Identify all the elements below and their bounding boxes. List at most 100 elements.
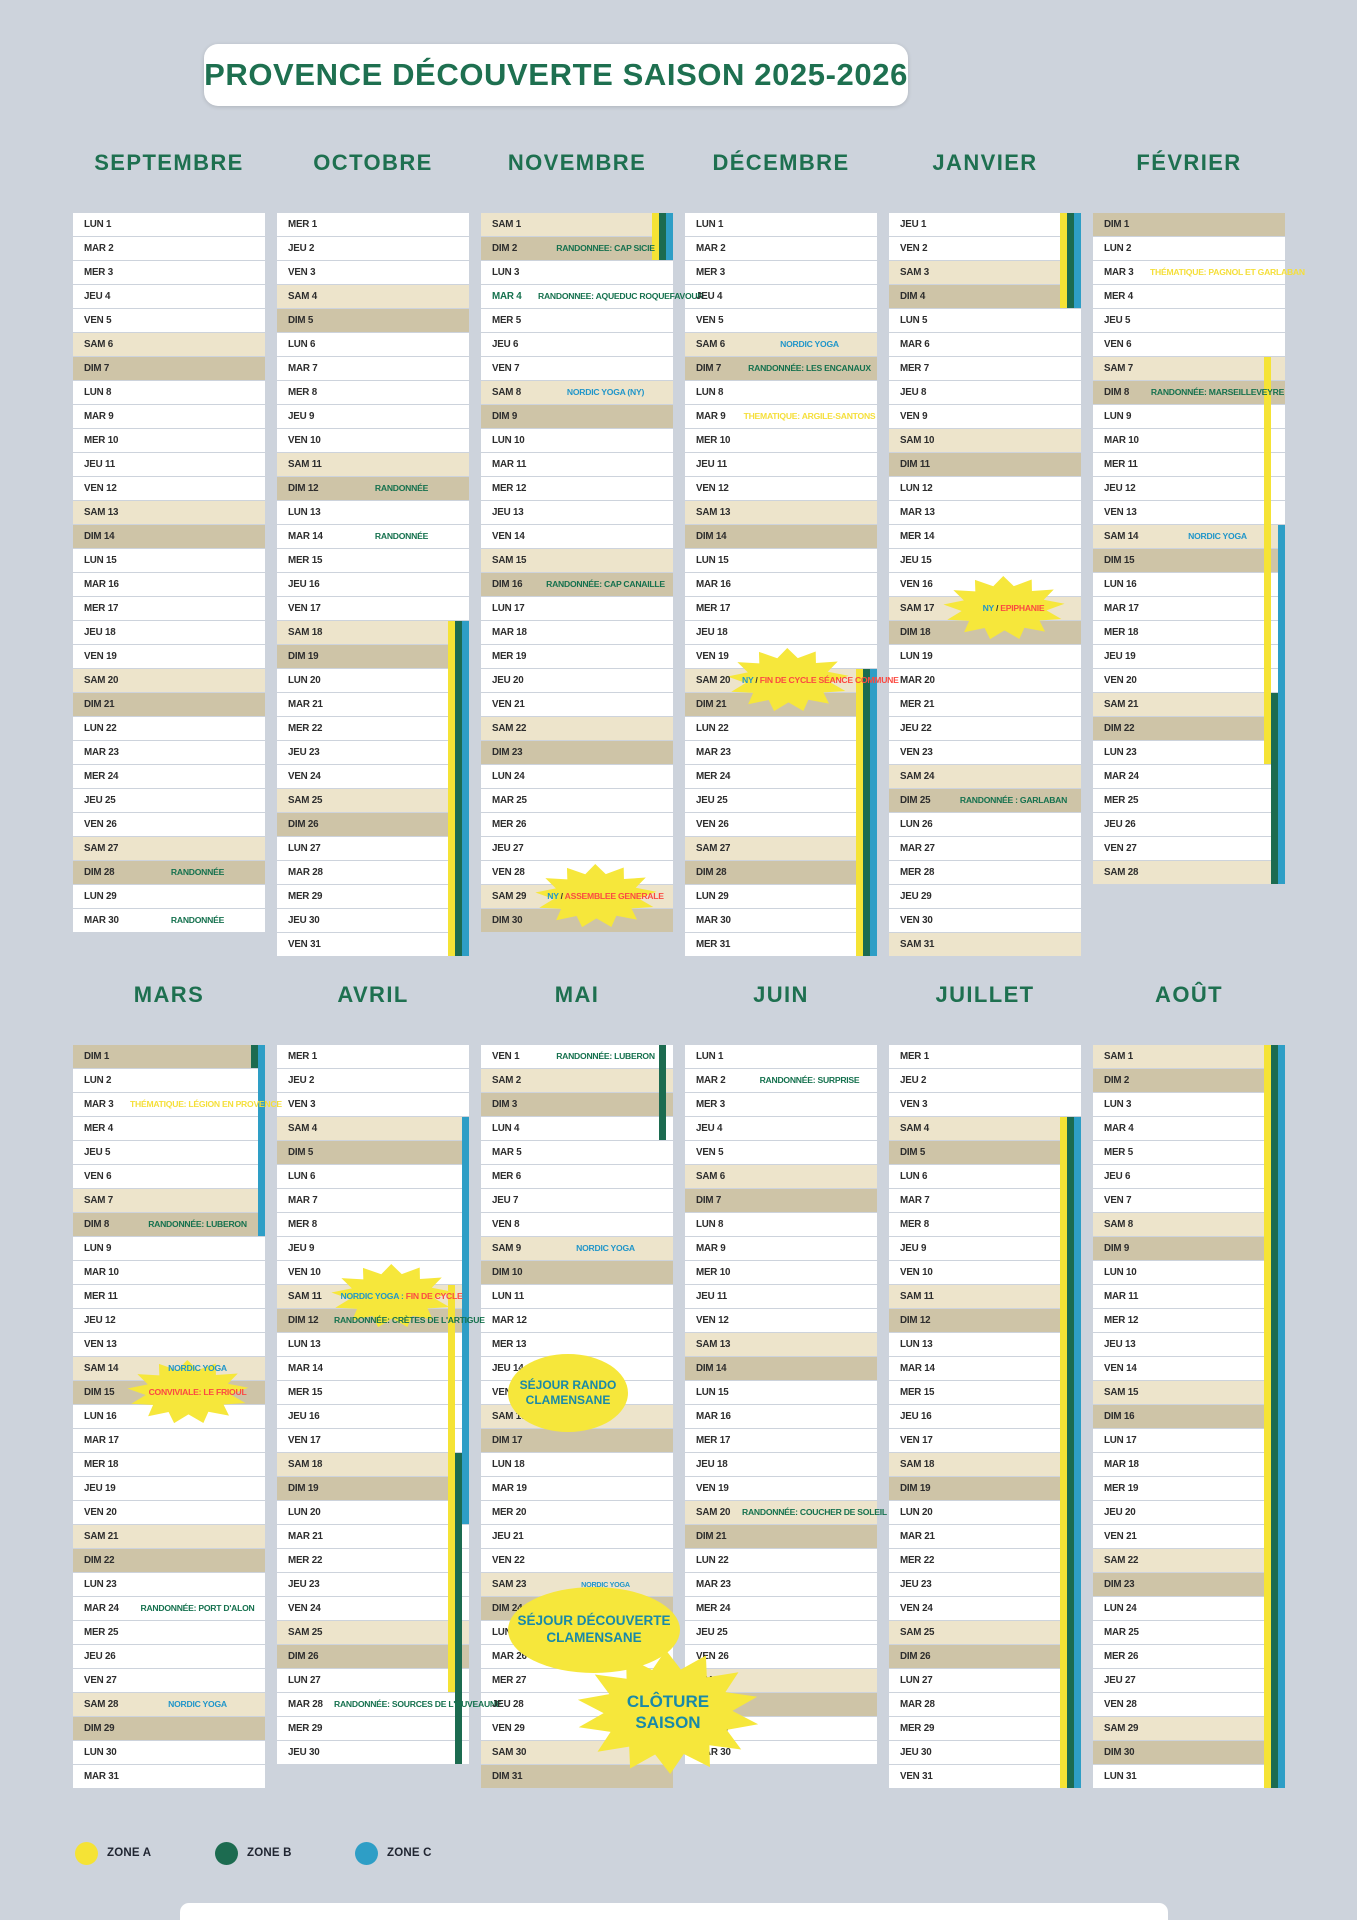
day-row-novembre-16: DIM 16 RANDONNÉE: CAP CANAILLE xyxy=(481,573,673,596)
day-label: SAM 18 xyxy=(288,1458,323,1470)
day-label: DIM 23 xyxy=(1104,1578,1135,1590)
zone-b-stripe-octobre xyxy=(455,621,462,956)
day-row-juin-25: JEU 25 xyxy=(685,1621,877,1644)
day-row-fevrier-4: MER 4 xyxy=(1093,285,1285,308)
day-row-juillet-15: MER 15 xyxy=(889,1381,1081,1404)
day-label: VEN 12 xyxy=(84,482,117,494)
day-row-novembre-23: DIM 23 xyxy=(481,741,673,764)
day-label: VEN 6 xyxy=(84,1170,112,1182)
day-label: JEU 9 xyxy=(288,410,315,422)
day-row-fevrier-1: DIM 1 xyxy=(1093,213,1285,236)
day-label: VEN 3 xyxy=(288,266,316,278)
zone-c-stripe-aout xyxy=(1278,1045,1285,1788)
day-row-aout-2: DIM 2 xyxy=(1093,1069,1285,1092)
day-row-juillet-22: MER 22 xyxy=(889,1549,1081,1572)
day-row-decembre-10: MER 10 xyxy=(685,429,877,452)
day-label: VEN 3 xyxy=(900,1098,928,1110)
day-label: JEU 16 xyxy=(900,1410,932,1422)
day-label: VEN 10 xyxy=(900,1266,933,1278)
day-label: MAR 21 xyxy=(900,1530,935,1542)
day-label: MER 5 xyxy=(492,314,521,326)
month-header-mai: MAI xyxy=(554,982,600,1007)
day-label: LUN 5 xyxy=(900,314,928,326)
day-row-octobre-27: LUN 27 xyxy=(277,837,469,860)
event-starburst-decembre-20 xyxy=(727,648,849,712)
event-segment: RANDONNÉE xyxy=(374,531,429,542)
day-label: DIM 4 xyxy=(900,290,926,302)
zone-b-stripe-avril xyxy=(455,1453,462,1764)
day-label: LUN 9 xyxy=(1104,410,1132,422)
day-row-juillet-24: VEN 24 xyxy=(889,1597,1081,1620)
day-label: MAR 5 xyxy=(492,1146,522,1158)
day-label: DIM 1 xyxy=(84,1050,110,1062)
day-label: DIM 21 xyxy=(696,698,727,710)
day-label: DIM 23 xyxy=(492,746,523,758)
day-row-aout-30: DIM 30 xyxy=(1093,1741,1285,1764)
day-label: JEU 11 xyxy=(696,1290,727,1302)
day-row-octobre-25: SAM 25 xyxy=(277,789,469,812)
day-label: JEU 22 xyxy=(900,722,932,734)
day-row-mars-24: MAR 24 RANDONNÉE: PORT D'ALON xyxy=(73,1597,265,1620)
day-label: SAM 21 xyxy=(1104,698,1139,710)
day-event: NY / FIN DE CYCLE SÉANCE COMMUNE xyxy=(742,675,899,685)
day-row-janvier-22: JEU 22 xyxy=(889,717,1081,740)
event-segment: RANDONNEE: AQUEDUC ROQUEFAVOUR xyxy=(538,291,704,302)
day-row-janvier-23: VEN 23 xyxy=(889,741,1081,764)
day-label: DIM 10 xyxy=(492,1266,523,1278)
day-row-septembre-4: JEU 4 xyxy=(73,285,265,308)
day-label: JEU 9 xyxy=(900,1242,927,1254)
day-label: VEN 2 xyxy=(900,242,928,254)
day-label: DIM 19 xyxy=(288,1482,319,1494)
day-label: VEN 16 xyxy=(900,578,933,590)
day-row-juillet-23: JEU 23 xyxy=(889,1573,1081,1596)
day-label: SAM 4 xyxy=(900,1122,929,1134)
day-label: MER 8 xyxy=(288,1218,317,1230)
day-label: MER 17 xyxy=(696,1434,731,1446)
day-label: VEN 24 xyxy=(288,770,321,782)
stay-oval-0: SÉJOUR RANDO CLAMENSANE xyxy=(508,1354,628,1432)
day-row-aout-1: SAM 1 xyxy=(1093,1045,1285,1068)
day-row-decembre-31: MER 31 xyxy=(685,933,877,956)
day-label: MER 5 xyxy=(1104,1146,1133,1158)
day-row-janvier-3: SAM 3 xyxy=(889,261,1081,284)
day-label: VEN 17 xyxy=(288,602,321,614)
day-label: LUN 9 xyxy=(84,1242,112,1254)
day-row-octobre-19: DIM 19 xyxy=(277,645,469,668)
day-label: MER 28 xyxy=(900,866,935,878)
day-row-janvier-5: LUN 5 xyxy=(889,309,1081,332)
day-label: MAR 9 xyxy=(84,410,114,422)
day-row-septembre-17: MER 17 xyxy=(73,597,265,620)
day-row-septembre-29: LUN 29 xyxy=(73,885,265,908)
day-row-janvier-25: DIM 25 RANDONNÉE : GARLABAN xyxy=(889,789,1081,812)
day-label: DIM 14 xyxy=(84,530,115,542)
day-row-avril-3: VEN 3 xyxy=(277,1093,469,1116)
day-row-octobre-9: JEU 9 xyxy=(277,405,469,428)
day-row-mars-18: MER 18 xyxy=(73,1453,265,1476)
day-row-novembre-22: SAM 22 xyxy=(481,717,673,740)
event-segment: / xyxy=(558,891,563,902)
day-label: DIM 28 xyxy=(696,866,727,878)
day-row-mars-3: MAR 3 THÉMATIQUE: LÉGION EN PROVENCE xyxy=(73,1093,282,1116)
day-row-juillet-9: JEU 9 xyxy=(889,1237,1081,1260)
day-label: VEN 19 xyxy=(696,1482,729,1494)
day-label: JEU 27 xyxy=(1104,1674,1136,1686)
day-label: DIM 5 xyxy=(288,314,314,326)
day-label: SAM 27 xyxy=(84,842,119,854)
day-row-decembre-3: MER 3 xyxy=(685,261,877,284)
day-label: MAR 17 xyxy=(84,1434,119,1446)
day-row-mars-31: MAR 31 xyxy=(73,1765,265,1788)
day-label: SAM 10 xyxy=(900,434,935,446)
bottom-bar xyxy=(180,1903,1168,1920)
day-row-decembre-13: SAM 13 xyxy=(685,501,877,524)
day-row-avril-16: JEU 16 xyxy=(277,1405,469,1428)
day-row-mars-17: MAR 17 xyxy=(73,1429,265,1452)
day-label: MER 29 xyxy=(288,1722,323,1734)
day-row-mai-4: LUN 4 xyxy=(481,1117,673,1140)
day-row-fevrier-25: MER 25 xyxy=(1093,789,1285,812)
day-row-mars-30: LUN 30 xyxy=(73,1741,265,1764)
day-row-janvier-4: DIM 4 xyxy=(889,285,1081,308)
day-row-juin-16: MAR 16 xyxy=(685,1405,877,1428)
day-label: JEU 2 xyxy=(900,1074,927,1086)
day-label: LUN 8 xyxy=(84,386,112,398)
